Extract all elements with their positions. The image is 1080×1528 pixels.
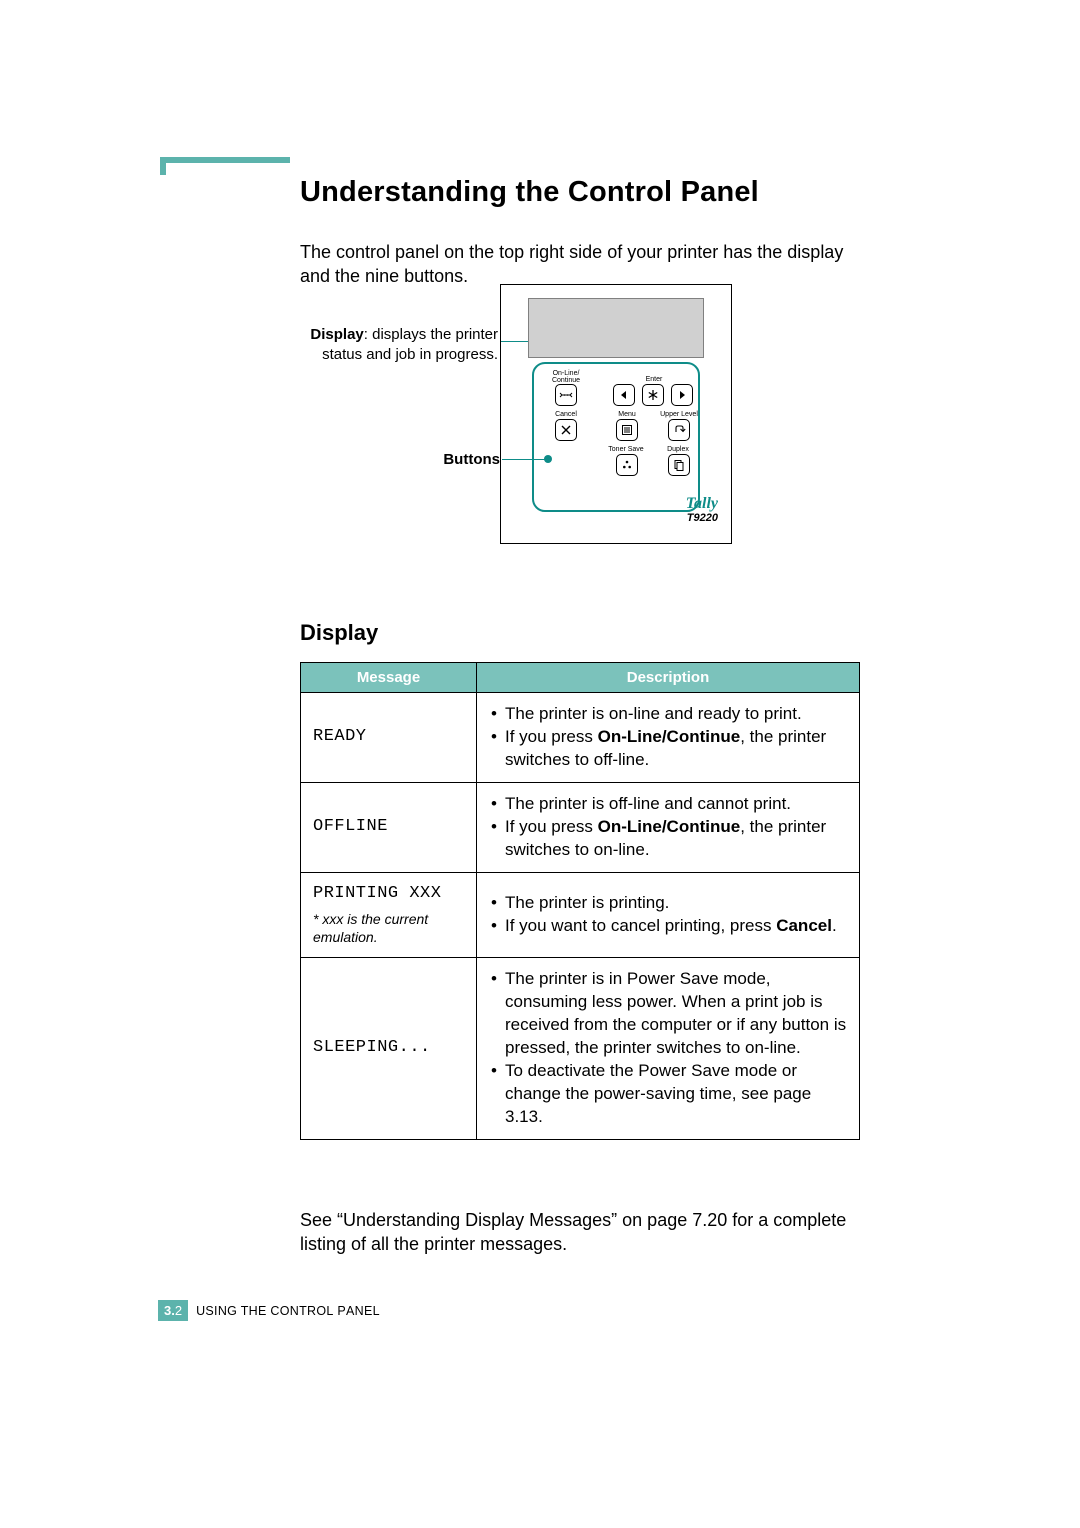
toner-save-button[interactable]: [616, 454, 638, 476]
description-cell: The printer is on-line and ready to prin…: [477, 693, 860, 783]
callout-buttons: Buttons: [355, 451, 500, 468]
see-reference-paragraph: See “Understanding Display Messages” on …: [300, 1208, 860, 1257]
callout-buttons-label: Buttons: [443, 451, 500, 468]
x-icon: [559, 423, 573, 437]
control-panel-diagram: On-Line/Continue Enter Cancel Menu: [500, 284, 732, 544]
label-online: On-Line/Continue: [546, 370, 586, 384]
message-cell: OFFLINE: [301, 782, 477, 872]
table-row: SLEEPING...The printer is in Power Save …: [301, 958, 860, 1140]
description-cell: The printer is off-line and cannot print…: [477, 782, 860, 872]
callout-display-bold: Display: [310, 326, 363, 343]
description-item: The printer is in Power Save mode, consu…: [489, 968, 847, 1060]
table-row: OFFLINE The printer is off-line and canno…: [301, 782, 860, 872]
page-footer: 3.2 USING THE CONTROL PANEL: [158, 1300, 380, 1321]
callout-display: Display: displays the printer status and…: [268, 325, 498, 364]
duplex-icon: [672, 458, 686, 472]
brand-block: Tally T9220: [686, 496, 718, 524]
display-subheading: Display: [300, 620, 378, 646]
description-item: The printer is on-line and ready to prin…: [489, 703, 847, 726]
description-item: To deactivate the Power Save mode or cha…: [489, 1060, 847, 1129]
model-number: T9220: [686, 512, 718, 524]
menu-button[interactable]: [616, 419, 638, 441]
left-arrow-button[interactable]: [613, 384, 635, 406]
table-header-row: Message Description: [301, 663, 860, 693]
triangle-left-icon: [617, 388, 631, 402]
label-upper-level: Upper Level: [657, 411, 701, 418]
page-number-badge: 3.2: [158, 1300, 188, 1321]
cancel-button[interactable]: [555, 419, 577, 441]
description-item: The printer is off-line and cannot print…: [489, 793, 847, 816]
return-arrow-icon: [672, 423, 686, 437]
display-messages-table: Message Description READY The printer is …: [300, 662, 860, 1140]
toner-icon: [620, 458, 634, 472]
intro-paragraph: The control panel on the top right side …: [300, 240, 860, 289]
asterisk-icon: [646, 388, 660, 402]
description-item: The printer is printing.: [489, 892, 847, 915]
description-item: If you press On-Line/Continue, the print…: [489, 816, 847, 862]
online-continue-button[interactable]: [555, 384, 577, 406]
triangle-right-icon: [675, 388, 689, 402]
label-toner-save: Toner Save: [604, 446, 648, 453]
duplex-button[interactable]: [668, 454, 690, 476]
manual-page: { "colors": { "accent": "#5cb3ac", "pane…: [0, 0, 1080, 1528]
message-note: * xxx is the current emulation.: [313, 910, 464, 948]
table-row: READY The printer is on-line and ready to…: [301, 693, 860, 783]
message-cell: PRINTING XXX* xxx is the current emulati…: [301, 872, 477, 958]
description-cell: The printer is printing.If you want to c…: [477, 872, 860, 958]
menu-icon: [620, 423, 634, 437]
table-row: PRINTING XXX* xxx is the current emulati…: [301, 872, 860, 958]
button-panel: On-Line/Continue Enter Cancel Menu: [532, 362, 700, 512]
description-item: If you press On-Line/Continue, the print…: [489, 726, 847, 772]
col-header-description: Description: [477, 663, 860, 693]
label-cancel: Cancel: [548, 411, 584, 418]
footer-chapter-title: USING THE CONTROL PANEL: [196, 1304, 380, 1318]
upper-level-button[interactable]: [668, 419, 690, 441]
corner-rule-horizontal: [160, 157, 290, 163]
description-item: If you want to cancel printing, press Ca…: [489, 915, 847, 938]
label-menu: Menu: [612, 411, 642, 418]
enter-button[interactable]: [642, 384, 664, 406]
online-icon: [559, 388, 573, 402]
right-arrow-button[interactable]: [671, 384, 693, 406]
brand-name: Tally: [686, 496, 718, 512]
message-cell: SLEEPING...: [301, 958, 477, 1140]
lcd-display: [528, 298, 704, 358]
description-cell: The printer is in Power Save mode, consu…: [477, 958, 860, 1140]
label-enter: Enter: [634, 376, 674, 383]
message-cell: READY: [301, 693, 477, 783]
page-title: Understanding the Control Panel: [300, 176, 759, 209]
col-header-message: Message: [301, 663, 477, 693]
label-duplex: Duplex: [658, 446, 698, 453]
